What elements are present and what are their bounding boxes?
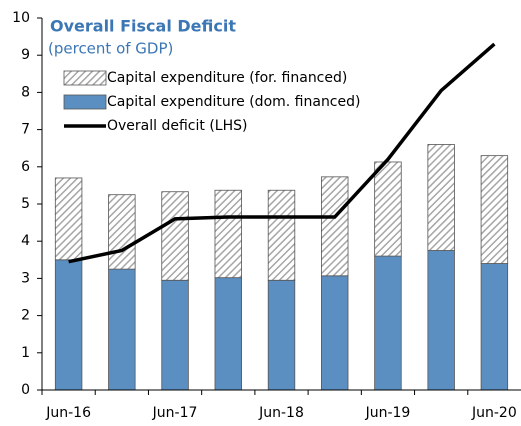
bar	[374, 255, 402, 391]
y-tick-label: 1	[21, 345, 30, 361]
bar	[161, 191, 189, 281]
y-tick-label: 4	[21, 233, 30, 249]
bar	[321, 275, 349, 391]
x-tick-label: Jun-19	[365, 405, 411, 421]
bar	[214, 277, 242, 391]
bar	[161, 279, 189, 391]
bar	[267, 279, 296, 391]
bar	[480, 155, 509, 264]
bar	[54, 177, 83, 261]
legend-swatch	[63, 70, 107, 86]
bar	[108, 194, 136, 270]
y-tick-label: 10	[12, 10, 30, 26]
y-tick-label: 0	[21, 382, 30, 398]
bar	[374, 161, 402, 257]
chart-subtitle: (percent of GDP)	[48, 40, 173, 58]
bar	[108, 268, 136, 391]
y-tick-label: 8	[21, 84, 30, 100]
x-tick-label: Jun-17	[152, 405, 198, 421]
bar	[480, 263, 509, 391]
line	[68, 42, 496, 264]
bar	[427, 250, 455, 391]
bar	[427, 144, 455, 251]
legend-label: Capital expenditure (dom. financed)	[107, 94, 360, 110]
legend-label: Overall deficit (LHS)	[107, 118, 247, 134]
chart-title: Overall Fiscal Deficit	[50, 17, 236, 36]
y-tick-label: 2	[21, 308, 30, 324]
bar	[54, 259, 83, 391]
bar	[267, 189, 296, 281]
y-tick-label: 9	[21, 47, 30, 63]
legend-swatch	[63, 94, 107, 110]
bar	[321, 176, 349, 277]
bar	[214, 189, 242, 279]
legend-label: Capital expenditure (for. financed)	[107, 70, 347, 86]
y-tick-label: 7	[21, 122, 30, 138]
x-tick-label: Jun-16	[45, 405, 91, 421]
y-tick-label: 3	[21, 270, 30, 286]
x-tick-label: Jun-18	[258, 405, 304, 421]
y-tick-label: 6	[21, 159, 30, 175]
x-tick-label: Jun-20	[471, 405, 517, 421]
y-tick-label: 5	[21, 196, 30, 212]
